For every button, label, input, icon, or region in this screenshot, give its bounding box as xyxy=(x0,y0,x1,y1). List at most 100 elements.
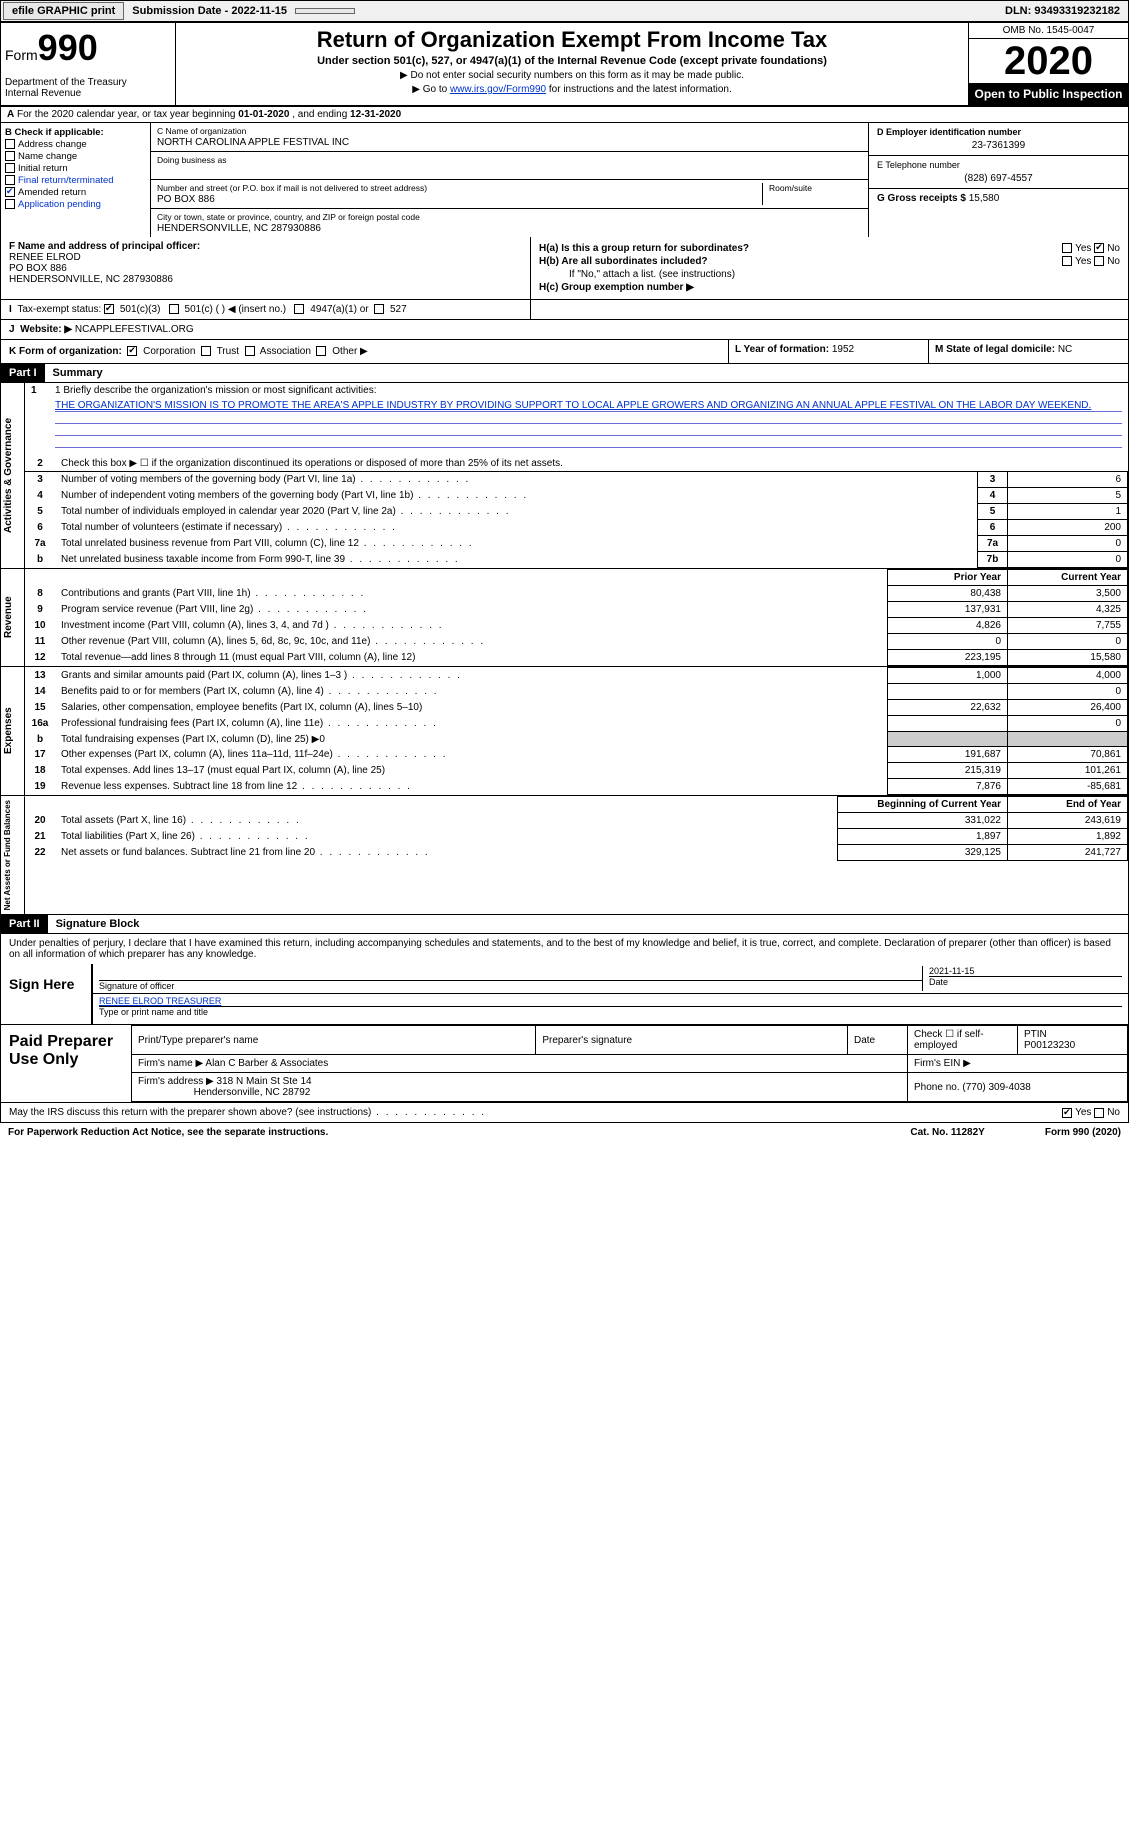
section-expenses: Expenses 13Grants and similar amounts pa… xyxy=(0,667,1129,796)
expenses-table: 13Grants and similar amounts paid (Part … xyxy=(25,667,1128,795)
dba-row: Doing business as xyxy=(151,152,868,180)
line-13: 13Grants and similar amounts paid (Part … xyxy=(25,668,1128,684)
row-a-tax-year: A For the 2020 calendar year, or tax yea… xyxy=(0,106,1129,123)
chk-corporation[interactable] xyxy=(127,346,137,356)
line-2: 2Check this box ▶ ☐ if the organization … xyxy=(25,456,1128,472)
mission-text: THE ORGANIZATION'S MISSION IS TO PROMOTE… xyxy=(25,398,1128,456)
address-row: Number and street (or P.O. box if mail i… xyxy=(151,180,868,209)
box-d-ein: D Employer identification number 23-7361… xyxy=(868,123,1128,237)
line-1-mission: 11 Briefly describe the organization's m… xyxy=(25,383,1128,398)
line-18: 18Total expenses. Add lines 13–17 (must … xyxy=(25,763,1128,779)
dept-treasury: Department of the Treasury Internal Reve… xyxy=(5,77,171,99)
box-h-group: H(a) Is this a group return for subordin… xyxy=(531,237,1128,299)
vtab-net-assets: Net Assets or Fund Balances xyxy=(1,796,25,914)
public-inspection: Open to Public Inspection xyxy=(969,83,1128,105)
box-l-year-formation: L Year of formation: 1952 xyxy=(728,340,928,363)
chk-application-pending[interactable]: Application pending xyxy=(5,199,146,210)
chk-other[interactable] xyxy=(316,346,326,356)
net-assets-table: Beginning of Current YearEnd of Year 20T… xyxy=(25,796,1128,861)
part1-header: Part ISummary xyxy=(0,364,1129,383)
chk-address-change[interactable]: Address change xyxy=(5,139,146,150)
line-3: 3Number of voting members of the governi… xyxy=(25,472,1128,488)
line-12: 12Total revenue—add lines 8 through 11 (… xyxy=(25,650,1128,666)
line-8: 8Contributions and grants (Part VIII, li… xyxy=(25,586,1128,602)
ein-row: D Employer identification number 23-7361… xyxy=(869,123,1128,156)
year-block: OMB No. 1545-0047 2020 Open to Public In… xyxy=(968,23,1128,105)
chk-trust[interactable] xyxy=(201,346,211,356)
box-m-state: M State of legal domicile: NC xyxy=(928,340,1128,363)
tax-year: 2020 xyxy=(969,39,1128,83)
line-11: 11Other revenue (Part VIII, column (A), … xyxy=(25,634,1128,650)
line-16b: bTotal fundraising expenses (Part IX, co… xyxy=(25,732,1128,747)
section-governance: Activities & Governance 11 Briefly descr… xyxy=(0,383,1129,569)
chk-name-change[interactable]: Name change xyxy=(5,151,146,162)
omb-number: OMB No. 1545-0047 xyxy=(969,23,1128,39)
part2-header: Part IISignature Block xyxy=(0,915,1129,934)
chk-association[interactable] xyxy=(245,346,255,356)
chk-501c3[interactable] xyxy=(104,304,114,314)
page-footer: For Paperwork Reduction Act Notice, see … xyxy=(0,1123,1129,1142)
block-bcd: B Check if applicable: Address change Na… xyxy=(0,123,1129,237)
section-revenue: Revenue Prior YearCurrent Year 8Contribu… xyxy=(0,569,1129,667)
chk-initial-return[interactable]: Initial return xyxy=(5,163,146,174)
blank-button[interactable] xyxy=(295,8,355,14)
revenue-table: Prior YearCurrent Year 8Contributions an… xyxy=(25,569,1128,666)
form-title: Return of Organization Exempt From Incom… xyxy=(180,27,964,53)
box-k-form-org: K Form of organization: Corporation Trus… xyxy=(1,340,728,363)
box-j-website: J Website: ▶ NCAPPLEFESTIVAL.ORG xyxy=(0,320,1129,340)
line-7a: 7aTotal unrelated business revenue from … xyxy=(25,536,1128,552)
irs-link[interactable]: www.irs.gov/Form990 xyxy=(450,84,546,95)
tax-exempt-status: I Tax-exempt status: 501(c)(3) 501(c) ( … xyxy=(1,300,531,319)
governance-table: 2Check this box ▶ ☐ if the organization … xyxy=(25,456,1128,568)
signature-block: Under penalties of perjury, I declare th… xyxy=(0,934,1129,1025)
line-21: 21Total liabilities (Part X, line 26)1,8… xyxy=(25,829,1128,845)
preparer-header-row: Print/Type preparer's name Preparer's si… xyxy=(132,1026,1128,1055)
chk-discuss-yes[interactable] xyxy=(1062,1108,1072,1118)
city-row: City or town, state or province, country… xyxy=(151,209,868,237)
paid-preparer-block: Paid Preparer Use Only Print/Type prepar… xyxy=(0,1025,1129,1103)
preparer-table: Print/Type preparer's name Preparer's si… xyxy=(131,1025,1128,1102)
vtab-governance: Activities & Governance xyxy=(1,383,25,568)
chk-527[interactable] xyxy=(374,304,384,314)
line-14: 14Benefits paid to or for members (Part … xyxy=(25,684,1128,700)
h-c-row: H(c) Group exemption number ▶ xyxy=(539,282,1120,293)
line-15: 15Salaries, other compensation, employee… xyxy=(25,700,1128,716)
line-6: 6Total number of volunteers (estimate if… xyxy=(25,520,1128,536)
block-klm: K Form of organization: Corporation Trus… xyxy=(0,340,1129,364)
officer-signature-row: Signature of officer 2021-11-15Date xyxy=(93,964,1128,994)
line-22: 22Net assets or fund balances. Subtract … xyxy=(25,845,1128,861)
chk-501c[interactable] xyxy=(169,304,179,314)
box-b-checkboxes: B Check if applicable: Address change Na… xyxy=(1,123,151,237)
vtab-expenses: Expenses xyxy=(1,667,25,795)
box-c-org-info: C Name of organization NORTH CAROLINA AP… xyxy=(151,123,868,237)
irs-discuss-row: May the IRS discuss this return with the… xyxy=(0,1103,1129,1123)
chk-discuss-no[interactable] xyxy=(1094,1108,1104,1118)
top-toolbar: efile GRAPHIC print Submission Date - 20… xyxy=(0,0,1129,22)
chk-4947[interactable] xyxy=(294,304,304,314)
vtab-revenue: Revenue xyxy=(1,569,25,666)
instructions-link-row: ▶ Go to www.irs.gov/Form990 for instruct… xyxy=(180,84,964,95)
line-20: 20Total assets (Part X, line 16)331,0222… xyxy=(25,813,1128,829)
section-net-assets: Net Assets or Fund Balances Beginning of… xyxy=(0,796,1129,915)
revenue-header-row: Prior YearCurrent Year xyxy=(25,570,1128,586)
form-number-block: Form990 Department of the Treasury Inter… xyxy=(1,23,176,105)
efile-print-button[interactable]: efile GRAPHIC print xyxy=(3,2,124,20)
firm-name-row: Firm's name ▶ Alan C Barber & Associates… xyxy=(132,1055,1128,1073)
block-i: I Tax-exempt status: 501(c)(3) 501(c) ( … xyxy=(0,300,1129,320)
line-4: 4Number of independent voting members of… xyxy=(25,488,1128,504)
form-subtitle: Under section 501(c), 527, or 4947(a)(1)… xyxy=(180,55,964,67)
chk-amended-return[interactable]: Amended return xyxy=(5,187,146,198)
telephone-row: E Telephone number (828) 697-4557 xyxy=(869,156,1128,189)
firm-address-row: Firm's address ▶ 318 N Main St Ste 14 He… xyxy=(132,1073,1128,1102)
line-19: 19Revenue less expenses. Subtract line 1… xyxy=(25,779,1128,795)
h-b-row: H(b) Are all subordinates included? Yes … xyxy=(539,256,1120,267)
line-9: 9Program service revenue (Part VIII, lin… xyxy=(25,602,1128,618)
line-16a: 16aProfessional fundraising fees (Part I… xyxy=(25,716,1128,732)
line-7b: bNet unrelated business taxable income f… xyxy=(25,552,1128,568)
org-name-row: C Name of organization NORTH CAROLINA AP… xyxy=(151,123,868,152)
chk-final-return[interactable]: Final return/terminated xyxy=(5,175,146,186)
officer-name-row: RENEE ELROD TREASURERType or print name … xyxy=(93,994,1128,1024)
ssn-warning: ▶ Do not enter social security numbers o… xyxy=(180,70,964,81)
dln-label: DLN: 93493319232182 xyxy=(1005,5,1128,17)
form-title-block: Return of Organization Exempt From Incom… xyxy=(176,23,968,105)
